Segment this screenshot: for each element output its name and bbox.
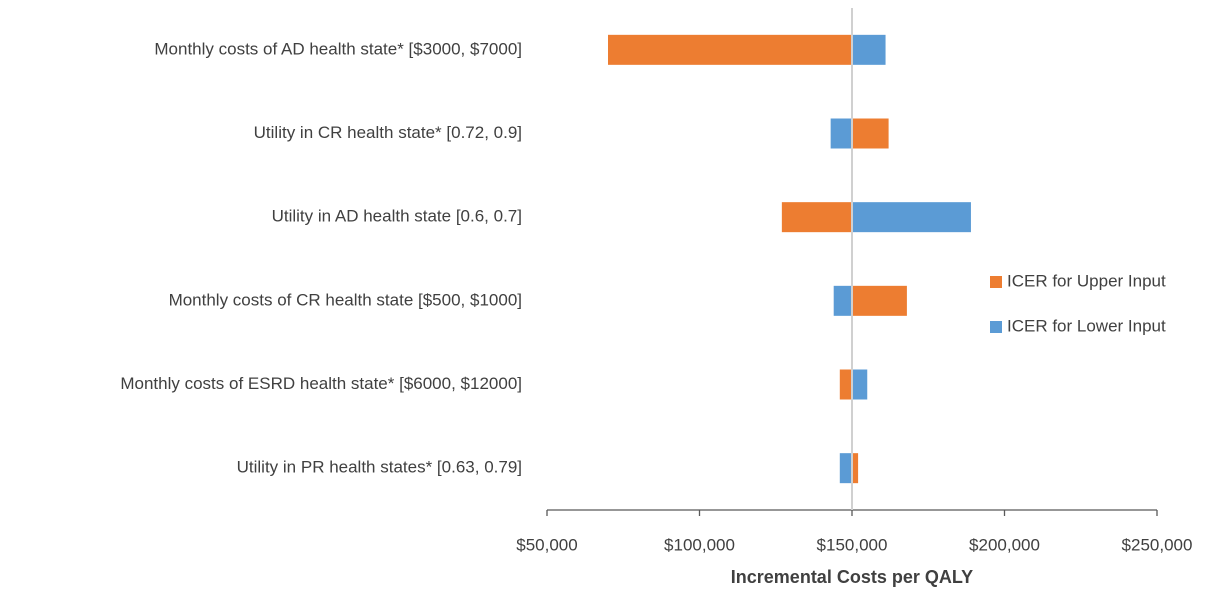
bar xyxy=(833,285,852,316)
x-tick-label: $50,000 xyxy=(516,535,577,554)
bar xyxy=(839,369,852,400)
bar xyxy=(781,202,852,233)
x-tick-label: $150,000 xyxy=(817,535,888,554)
bar xyxy=(852,202,971,233)
legend-label: ICER for Lower Input xyxy=(1007,316,1166,335)
y-tick-label: Monthly costs of ESRD health state* [$60… xyxy=(120,374,522,393)
x-tick-label: $200,000 xyxy=(969,535,1040,554)
x-tick-label: $250,000 xyxy=(1122,535,1193,554)
bar xyxy=(852,453,859,484)
y-tick-label: Utility in AD health state [0.6, 0.7] xyxy=(272,207,522,226)
legend-swatch xyxy=(990,276,1002,288)
legend-label: ICER for Upper Input xyxy=(1007,271,1166,290)
y-tick-label: Monthly costs of CR health state [$500, … xyxy=(169,290,522,309)
bar xyxy=(852,285,907,316)
bar xyxy=(852,118,889,149)
legend-swatch xyxy=(990,321,1002,333)
bar xyxy=(830,118,852,149)
x-tick-label: $100,000 xyxy=(664,535,735,554)
bar xyxy=(608,34,852,65)
y-tick-label: Monthly costs of AD health state* [$3000… xyxy=(154,39,522,58)
bar xyxy=(852,369,868,400)
bar xyxy=(839,453,852,484)
x-axis-title: Incremental Costs per QALY xyxy=(731,567,973,587)
bar xyxy=(852,34,886,65)
y-tick-label: Utility in PR health states* [0.63, 0.79… xyxy=(237,458,522,477)
y-tick-label: Utility in CR health state* [0.72, 0.9] xyxy=(254,123,522,142)
